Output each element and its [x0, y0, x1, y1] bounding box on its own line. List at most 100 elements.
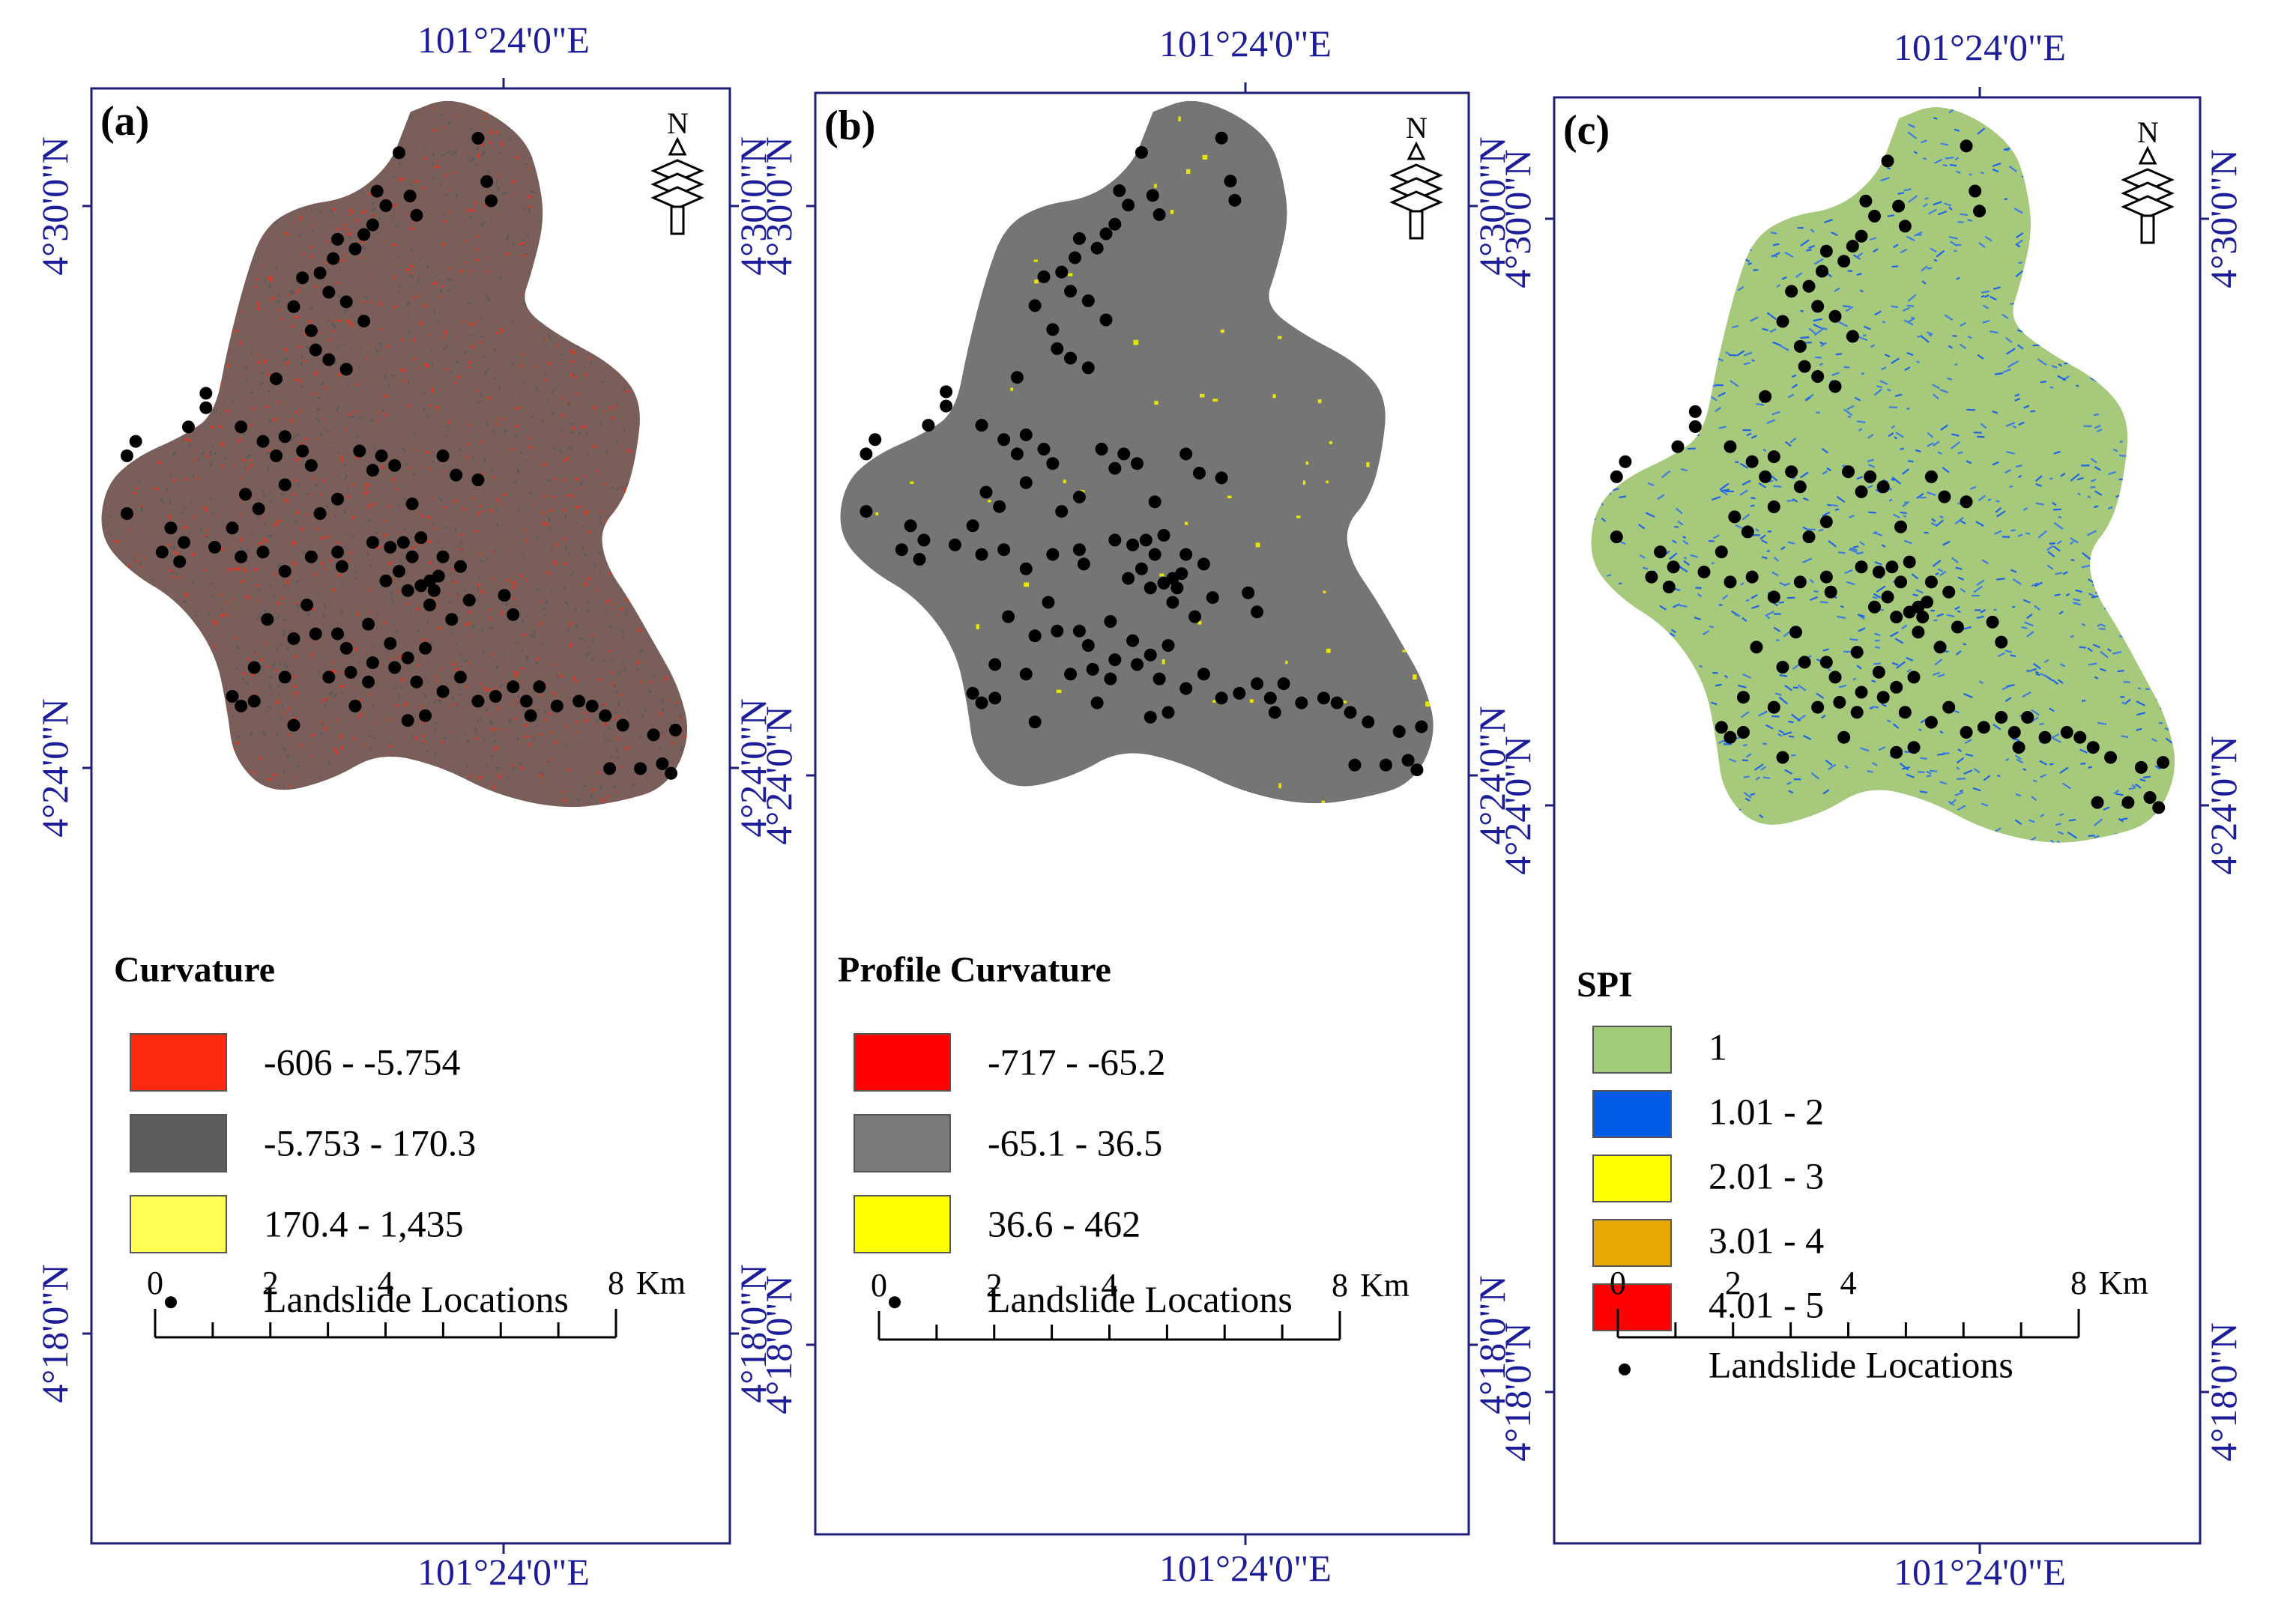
- landslide-point: [1130, 658, 1144, 671]
- scale-label: 4: [1840, 1265, 1857, 1301]
- scale-label: 2: [986, 1267, 1003, 1304]
- study-area: [840, 100, 1434, 804]
- landslide-point: [1938, 490, 1951, 503]
- landslide-point: [1051, 624, 1064, 638]
- landslide-point: [1741, 525, 1754, 539]
- landslide-point: [1081, 361, 1095, 375]
- landslide-point: [2021, 710, 2034, 724]
- landslide-point: [1767, 590, 1780, 604]
- landslide-point: [2152, 801, 2166, 814]
- landslide-point: [331, 627, 345, 641]
- landslide-point: [1745, 570, 1759, 584]
- legend-label: 4.01 - 5: [1709, 1284, 1824, 1326]
- north-label: N: [2137, 115, 2159, 149]
- landslide-point: [860, 505, 873, 518]
- landslide-point: [895, 543, 908, 557]
- landslide-point: [1903, 605, 1916, 619]
- scale-unit: Km: [636, 1265, 686, 1301]
- landslide-point: [331, 232, 345, 246]
- landslide-point: [331, 545, 345, 559]
- landslide-point: [585, 699, 599, 712]
- landslide-point: [507, 608, 520, 621]
- landslide-point: [1055, 505, 1069, 518]
- landslide-point: [1811, 370, 1825, 384]
- landslide-point: [1055, 265, 1069, 279]
- landslide-point: [1824, 585, 1837, 599]
- landslide-point: [1828, 309, 1842, 323]
- landslide-point: [278, 565, 291, 578]
- landslide-point: [1924, 470, 1938, 483]
- landslide-point: [1819, 570, 1833, 584]
- landslide-point: [1277, 677, 1290, 691]
- legend-item: Landslide Locations: [889, 1278, 1293, 1320]
- landslide-point: [471, 473, 485, 487]
- landslide-point: [1750, 641, 1763, 654]
- landslide-point: [1759, 390, 1772, 403]
- landslide-point: [2104, 751, 2118, 764]
- landslide-point: [199, 401, 213, 414]
- landslide-point: [1113, 184, 1126, 198]
- landslide-point: [304, 324, 318, 337]
- landslide-point: [1135, 562, 1148, 575]
- lat-label-left: 4°24'0"N: [34, 698, 76, 838]
- landslide-point: [1619, 455, 1632, 468]
- landslide-point: [339, 641, 353, 655]
- landslide-point: [331, 492, 345, 506]
- landslide-point: [975, 419, 988, 432]
- landslide-point: [2121, 796, 2135, 809]
- legend-label: -717 - -65.2: [988, 1041, 1165, 1083]
- landslide-point: [1330, 696, 1344, 709]
- landslide-point: [656, 757, 669, 770]
- landslide-point: [339, 363, 353, 376]
- landslide-point: [304, 550, 318, 563]
- landslide-point: [1833, 695, 1846, 709]
- landslide-point: [379, 574, 393, 587]
- landslide-point: [445, 613, 459, 626]
- landslide-point: [1802, 279, 1816, 293]
- legend-item: 1: [1592, 1026, 1727, 1074]
- landslide-point: [1785, 285, 1798, 298]
- landslide-point: [1410, 763, 1424, 777]
- landslide-point: [344, 665, 357, 679]
- landslide-point: [1072, 624, 1086, 638]
- lat-label-right: 4°18'0"N: [2202, 1322, 2244, 1462]
- landslide-point: [1907, 671, 1921, 684]
- landslide-point: [419, 709, 432, 722]
- landslide-point: [1090, 696, 1104, 709]
- landslide-point: [173, 555, 187, 569]
- landslide-point: [1610, 530, 1623, 544]
- landslide-point: [208, 540, 222, 554]
- study-area: [1591, 107, 2175, 843]
- panel-b: (b) N 101°24'0"E 101°24'0"E 4°30'0"N 4°30'0"N…: [758, 22, 1513, 1589]
- landslide-point: [1228, 193, 1242, 207]
- landslide-point: [1002, 610, 1015, 623]
- landslide-point: [322, 285, 336, 299]
- landslide-point: [366, 464, 379, 477]
- legend-points-label: Landslide Locations: [264, 1278, 569, 1320]
- landslide-point: [498, 589, 511, 602]
- landslide-point: [1215, 131, 1228, 145]
- landslide-point: [1401, 754, 1415, 767]
- landslide-point: [1798, 656, 1811, 669]
- lat-label-left: 4°18'0"N: [34, 1264, 76, 1403]
- map-frame: [90, 87, 731, 1545]
- landslide-point: [2060, 726, 2073, 739]
- landslide-point: [975, 696, 988, 709]
- landslide-point: [471, 695, 485, 708]
- landslide-point: [1715, 721, 1728, 734]
- landslide-point: [1793, 480, 1807, 494]
- landslide-point: [1197, 668, 1210, 681]
- legend-swatch: [1592, 1026, 1672, 1074]
- landslide-point: [1776, 315, 1789, 328]
- landslide-point: [384, 540, 397, 554]
- landslide-point: [975, 548, 988, 561]
- landslide-point: [1907, 741, 1921, 754]
- landslide-point: [1723, 575, 1737, 589]
- landslide-point: [1161, 706, 1175, 719]
- landslide-point: [993, 500, 1006, 513]
- landslide-point: [405, 550, 419, 563]
- landslide-point: [1767, 450, 1780, 464]
- landslide-point: [403, 190, 417, 203]
- panel-label: (c): [1563, 107, 1610, 154]
- landslide-point: [1697, 565, 1711, 578]
